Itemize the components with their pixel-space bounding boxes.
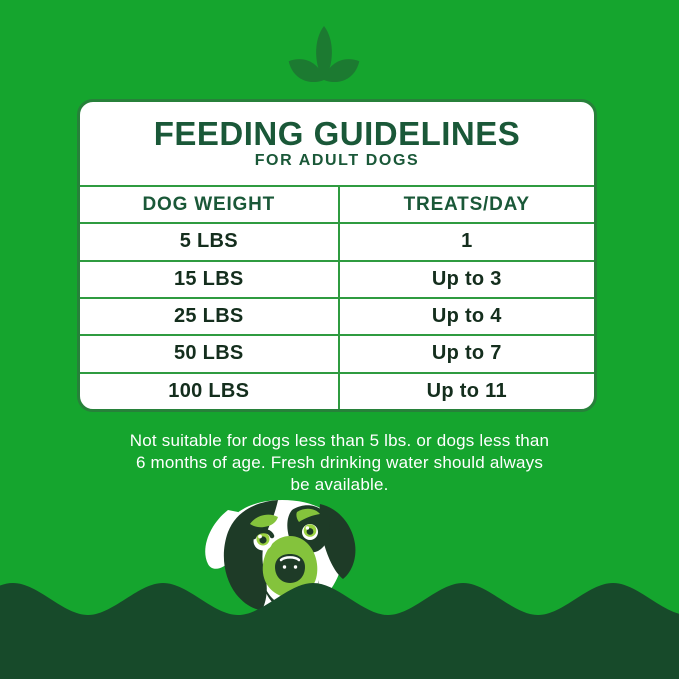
dog-weight-value: 50 LBS xyxy=(80,336,340,372)
treats-per-day-value: Up to 11 xyxy=(426,379,507,402)
footnote-line: 6 months of age. Fresh drinking water sh… xyxy=(135,453,544,472)
footnote-line: be available. xyxy=(290,475,389,494)
treats-per-day-value: Up to 3 xyxy=(431,267,502,290)
card-header: FEEDING GUIDELINES FOR ADULT DOGS xyxy=(80,102,594,185)
card-subtitle: FOR ADULT DOGS xyxy=(254,152,420,170)
footnote-line: Not suitable for dogs less than 5 lbs. o… xyxy=(129,431,550,450)
dog-weight-value: 100 LBS xyxy=(80,373,340,409)
sprout-leaves-icon xyxy=(288,26,360,82)
treats-per-day-value: Up to 7 xyxy=(431,342,502,365)
dog-weight-value: 5 LBS xyxy=(80,224,340,260)
table-row: 25 LBS Up to 4 xyxy=(80,296,594,335)
table-row: 5 LBS 1 xyxy=(80,222,594,260)
feeding-table: DOG WEIGHT TREATS/DAY 5 LBS 1 15 LBS Up … xyxy=(80,185,594,409)
table-header-row: DOG WEIGHT TREATS/DAY xyxy=(80,185,594,223)
feeding-guidelines-card: FEEDING GUIDELINES FOR ADULT DOGS DOG WE… xyxy=(77,99,597,412)
treats-per-day-value: Up to 4 xyxy=(431,305,502,328)
column-header-dog-weight: DOG WEIGHT xyxy=(80,187,340,223)
footnote-text: Not suitable for dogs less than 5 lbs. o… xyxy=(0,430,679,496)
treats-per-day-value: 1 xyxy=(461,230,473,253)
table-row: 50 LBS Up to 7 xyxy=(80,334,594,372)
table-row: 15 LBS Up to 3 xyxy=(80,259,594,297)
dog-weight-value: 15 LBS xyxy=(80,261,340,297)
column-header-treats-per-day: TREATS/DAY xyxy=(403,193,530,215)
card-title: FEEDING GUIDELINES xyxy=(153,114,521,152)
dog-weight-value: 25 LBS xyxy=(80,298,340,335)
wave-footer xyxy=(0,583,679,679)
table-row: 100 LBS Up to 11 xyxy=(80,371,594,409)
dog-icon xyxy=(205,500,356,646)
